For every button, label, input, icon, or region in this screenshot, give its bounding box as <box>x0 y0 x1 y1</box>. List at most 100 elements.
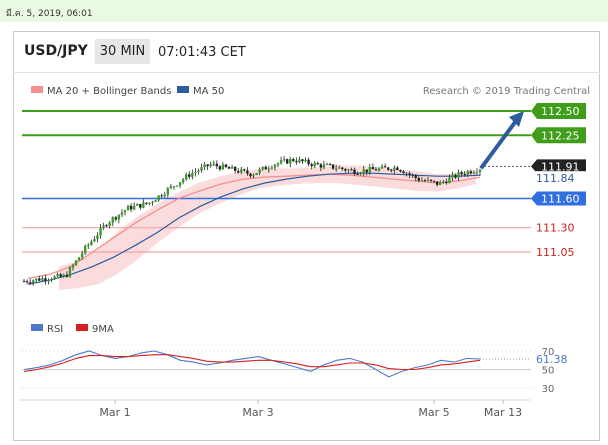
candle-body <box>209 164 212 167</box>
candle-body <box>224 164 228 168</box>
candle-body <box>185 174 188 180</box>
candle-body <box>191 173 194 177</box>
candle-body <box>469 171 473 174</box>
timestamp-bar: มี.ค. 5, 2019, 06:01 <box>0 0 608 22</box>
candle-body <box>255 173 258 175</box>
candle-body <box>111 217 114 223</box>
candle-body <box>276 163 280 165</box>
candle-body <box>261 166 264 170</box>
candle-body <box>181 179 185 183</box>
level-112-50-badge <box>531 103 586 119</box>
candle-body <box>328 164 332 166</box>
level-111-84-label: 111.84 <box>536 172 575 185</box>
candle-body <box>126 205 130 211</box>
candle-body <box>475 172 479 174</box>
candle-body <box>80 253 84 258</box>
candle-body <box>172 186 176 188</box>
header-divider <box>13 72 600 73</box>
candle-body <box>139 204 142 208</box>
candle-body <box>267 168 271 170</box>
ma20-legend-label: MA 20 + Bollinger Bands <box>47 86 171 97</box>
candle-body <box>439 181 442 185</box>
candle-body <box>301 159 304 162</box>
moving-averages <box>27 172 481 285</box>
candle-body <box>102 225 105 228</box>
candle-body <box>307 159 310 165</box>
candle-body <box>53 276 56 280</box>
candle-body <box>22 281 26 283</box>
candle-body <box>31 280 35 283</box>
candle-body <box>246 170 249 174</box>
candle-body <box>50 279 53 281</box>
candle-body <box>227 167 231 169</box>
candle-body <box>353 169 356 174</box>
candle-body <box>258 169 261 174</box>
candle-body <box>411 174 414 176</box>
candle-body <box>108 222 111 226</box>
forecast-arrow <box>479 110 524 170</box>
candle-body <box>383 166 387 168</box>
level-111-91-label: 111.91 <box>541 160 580 173</box>
candle-body <box>264 166 267 170</box>
candle-body <box>175 185 179 187</box>
candle-body <box>371 167 375 170</box>
candle-body <box>68 267 72 277</box>
candle-body <box>445 181 448 184</box>
candle-body <box>203 164 206 168</box>
candle-body <box>99 227 102 236</box>
candlesticks <box>22 156 482 286</box>
candle-body <box>59 274 62 277</box>
candle-body <box>151 202 154 204</box>
candle-body <box>472 172 476 174</box>
candle-body <box>252 174 255 177</box>
candle-body <box>169 186 173 189</box>
candle-body <box>331 164 335 169</box>
forecast-arrow-head <box>509 110 524 127</box>
candle-body <box>393 167 396 171</box>
candle-body <box>298 159 301 163</box>
level-111-05-label: 111.05 <box>536 246 575 259</box>
ma50-line <box>27 172 481 285</box>
candle-body <box>295 160 298 163</box>
timeframe-badge[interactable]: 30 MIN <box>95 39 150 64</box>
x-axis: Mar 1 Mar 3 Mar 5 Mar 13 <box>99 400 522 419</box>
candle-body <box>148 202 151 204</box>
candle-body <box>25 281 29 283</box>
candle-body <box>380 166 384 169</box>
candle-body <box>145 202 148 204</box>
rsi-tick-50: 50 <box>542 366 555 377</box>
candle-body <box>123 210 127 213</box>
level-112-50-label: 112.50 <box>541 105 580 118</box>
candle-body <box>62 274 65 277</box>
candle-body <box>96 235 99 240</box>
x-tick-label: Mar 5 <box>418 406 449 419</box>
candle-body <box>233 166 237 171</box>
candle-body <box>374 169 378 171</box>
ma20-line <box>27 173 481 279</box>
rsi-current-label: 61.38 <box>536 353 568 366</box>
candle-body <box>289 159 292 164</box>
candle-body <box>230 166 234 169</box>
candle-body <box>347 169 350 171</box>
candle-body <box>463 174 466 176</box>
level-111-84-badge <box>531 171 586 186</box>
candle-body <box>402 171 405 174</box>
candle-body <box>454 174 457 178</box>
rsi-tick-70: 70 <box>542 347 555 358</box>
candle-body <box>194 171 197 174</box>
candle-body <box>285 159 289 164</box>
candle-body <box>240 169 243 173</box>
candle-body <box>38 278 41 281</box>
ma9-legend-label: 9MA <box>92 324 114 335</box>
chart-card <box>13 31 600 441</box>
candle-body <box>90 241 93 245</box>
candle-body <box>28 282 32 284</box>
candle-body <box>368 167 372 173</box>
candle-body <box>157 195 160 201</box>
candle-body <box>84 245 87 254</box>
rsi-line <box>23 350 481 378</box>
rsi-ma-line <box>23 354 481 372</box>
candle-body <box>322 164 326 168</box>
chart-time: 07:01:43 CET <box>158 45 246 60</box>
